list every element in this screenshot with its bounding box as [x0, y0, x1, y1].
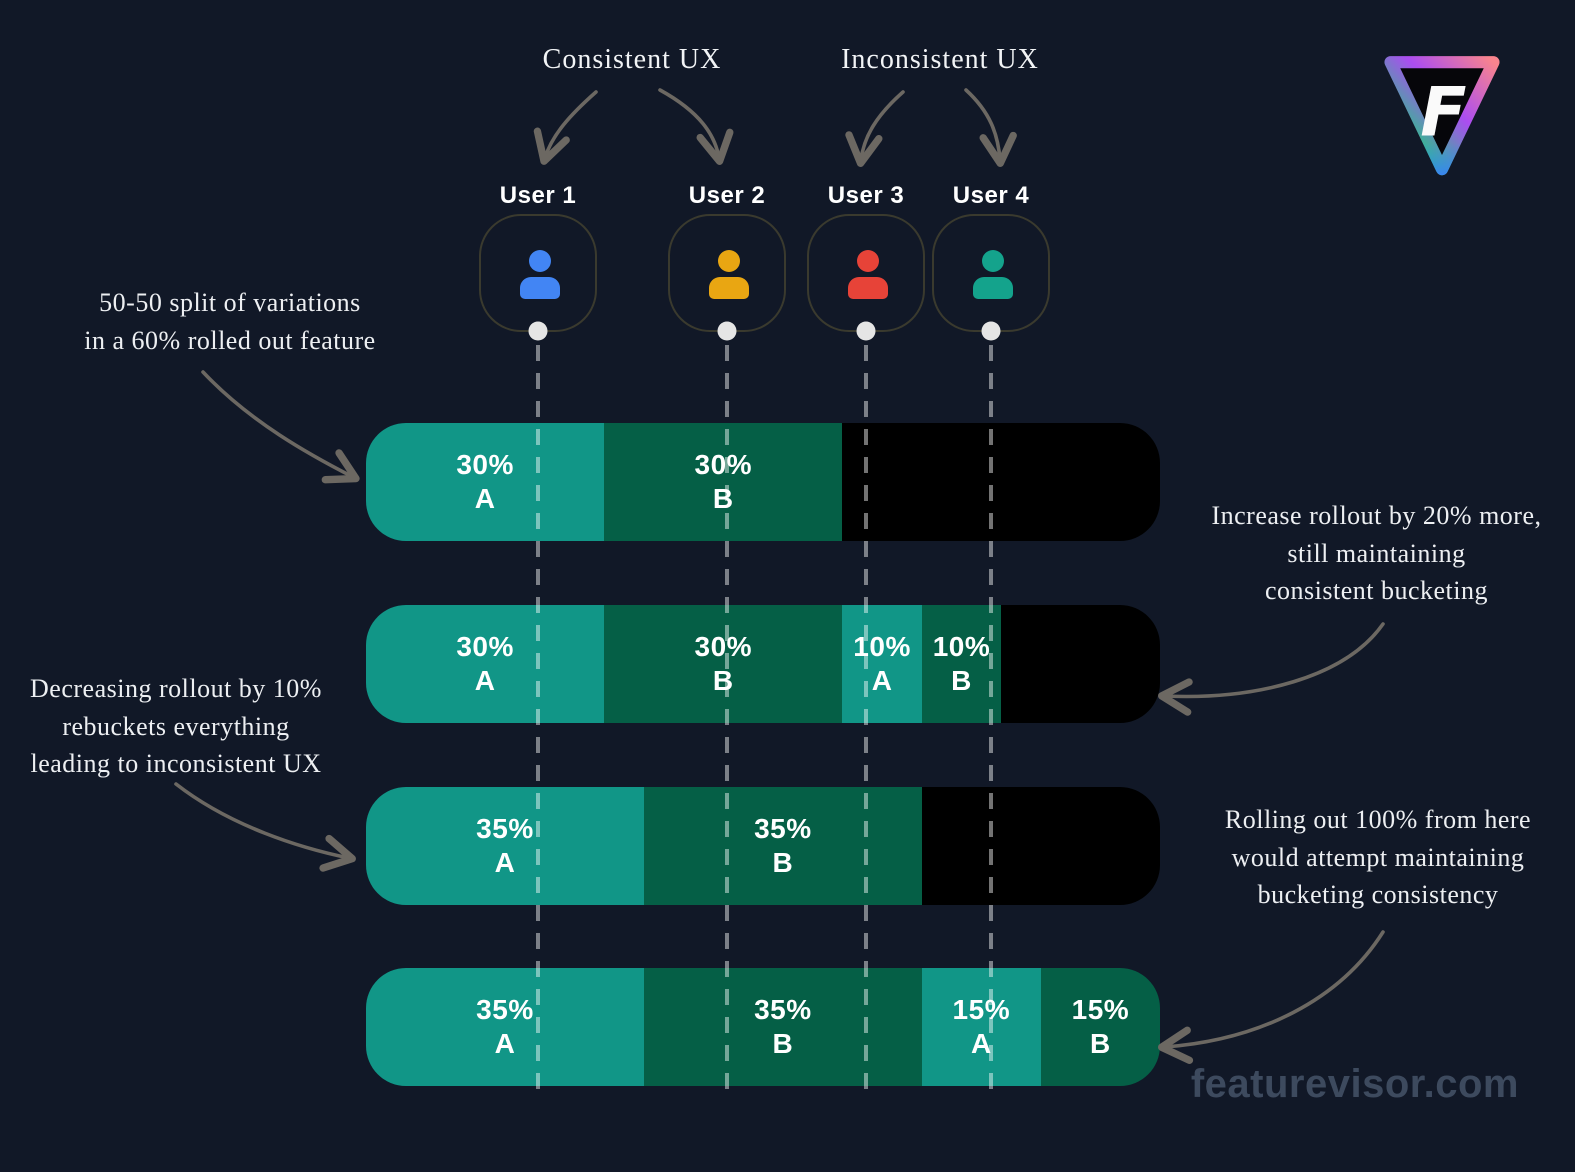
person-icon-body	[973, 277, 1013, 299]
user-label-3: User 3	[827, 182, 905, 209]
user-label-2: User 2	[688, 182, 766, 209]
bar-segment-a: 30% A	[366, 605, 605, 723]
featurevisor-logo: F	[1384, 56, 1500, 176]
segment-percent: 35%	[754, 994, 812, 1026]
rollout-bar-2: 30% A 30% B 10% A 10% B	[366, 605, 1160, 723]
user-avatar-2	[668, 214, 786, 332]
segment-variation: B	[772, 1028, 794, 1059]
annotation-line: rebuckets everything	[62, 711, 290, 741]
segment-variation: B	[1090, 1028, 1111, 1059]
bar-segment-unrolled	[1001, 605, 1160, 723]
logo-triangle-blue-edge	[1384, 56, 1500, 176]
arrow-consistent-user1	[533, 90, 598, 165]
segment-percent: 15%	[1071, 994, 1130, 1026]
user-label-4: User 4	[952, 182, 1030, 209]
annotation-line: would attempt maintaining	[1231, 842, 1525, 872]
arrow-inconsistent-user3	[845, 90, 905, 167]
annotation-line: in a 60% rolled out feature	[84, 325, 376, 355]
segment-percent: 10%	[932, 631, 991, 663]
annotation-line: Rolling out 100% from here	[1224, 805, 1532, 834]
segment-variation: B	[951, 665, 972, 696]
arrow-split-to-bar1	[201, 370, 360, 484]
person-icon	[529, 250, 551, 272]
segment-percent: 35%	[476, 813, 534, 845]
segment-percent: 30%	[694, 449, 753, 481]
user-avatar-1	[479, 214, 597, 332]
segment-variation: B	[712, 483, 734, 514]
person-icon	[857, 250, 879, 272]
annotation-line: Increase rollout by 20% more,	[1211, 501, 1542, 530]
bar-segment-a: 35% A	[366, 787, 644, 905]
arrow-consistent-user2	[658, 88, 734, 165]
bar-segment-a: 10% A	[842, 605, 922, 723]
rollout-bar-4: 35% A 35% B 15% A 15% B	[366, 968, 1160, 1086]
segment-variation: A	[871, 665, 893, 696]
bar-segment-b: 15% B	[1040, 968, 1160, 1086]
segment-variation: B	[772, 847, 794, 878]
person-icon	[982, 250, 1004, 272]
segment-variation: A	[494, 1028, 516, 1059]
bar-segment-a: 35% A	[366, 968, 644, 1086]
segment-percent: 35%	[476, 994, 534, 1026]
segment-variation: A	[474, 665, 496, 696]
person-icon-body	[520, 277, 560, 299]
person-icon-body	[848, 277, 888, 299]
annotation-increase-rollout: Increase rollout by 20% more, still main…	[1178, 497, 1575, 610]
segment-percent: 10%	[853, 631, 911, 663]
watermark-url: featurevisor.com	[1190, 1062, 1519, 1106]
arrow-100pct-to-bar4	[1157, 930, 1385, 1064]
bar-segment-b: 35% B	[643, 968, 922, 1086]
annotation-line: consistent bucketing	[1264, 576, 1488, 606]
user-avatar-4	[932, 214, 1050, 332]
annotation-line: 50-50 split of variations	[99, 288, 361, 317]
annotation-line: leading to inconsistent UX	[30, 749, 322, 779]
segment-percent: 30%	[456, 449, 514, 481]
person-icon	[718, 250, 740, 272]
rollout-bar-1: 30% A 30% B	[366, 423, 1160, 541]
rollout-bar-3: 35% A 35% B	[366, 787, 1160, 905]
segment-percent: 35%	[754, 813, 812, 845]
segment-variation: A	[474, 483, 496, 514]
segment-variation: A	[970, 1028, 992, 1059]
bar-segment-a: 30% A	[366, 423, 605, 541]
inconsistent-ux-label: Inconsistent UX	[841, 44, 1039, 75]
annotation-line: bucketing consistency	[1257, 880, 1499, 910]
bar-segment-b: 30% B	[604, 605, 843, 723]
bar-segment-b: 30% B	[604, 423, 843, 541]
bar-segment-a: 15% A	[921, 968, 1041, 1086]
bar-segment-b: 35% B	[643, 787, 922, 905]
arrow-increase-to-bar2	[1157, 622, 1385, 716]
annotation-split-60: 50-50 split of variations in a 60% rolle…	[30, 284, 430, 359]
annotation-line: still maintaining	[1287, 538, 1466, 568]
user-avatar-3	[807, 214, 925, 332]
segment-percent: 30%	[694, 631, 753, 663]
bar-segment-b: 10% B	[921, 605, 1002, 723]
bar-segment-unrolled	[842, 423, 1160, 541]
person-icon-body	[709, 277, 749, 299]
annotation-decrease-rollout: Decreasing rollout by 10% rebuckets ever…	[0, 670, 352, 783]
segment-percent: 30%	[456, 631, 514, 663]
bar-segment-unrolled	[921, 787, 1160, 905]
user-label-1: User 1	[499, 182, 577, 209]
arrow-inconsistent-user4	[964, 88, 1017, 168]
annotation-rollout-100: Rolling out 100% from here would attempt…	[1186, 801, 1570, 914]
segment-variation: B	[712, 665, 734, 696]
annotation-line: Decreasing rollout by 10%	[30, 674, 322, 703]
consistent-ux-label: Consistent UX	[542, 44, 722, 75]
segment-variation: A	[494, 847, 516, 878]
logo-letter: F	[1420, 72, 1466, 151]
arrow-decrease-to-bar3	[174, 782, 356, 872]
segment-percent: 15%	[952, 994, 1011, 1026]
